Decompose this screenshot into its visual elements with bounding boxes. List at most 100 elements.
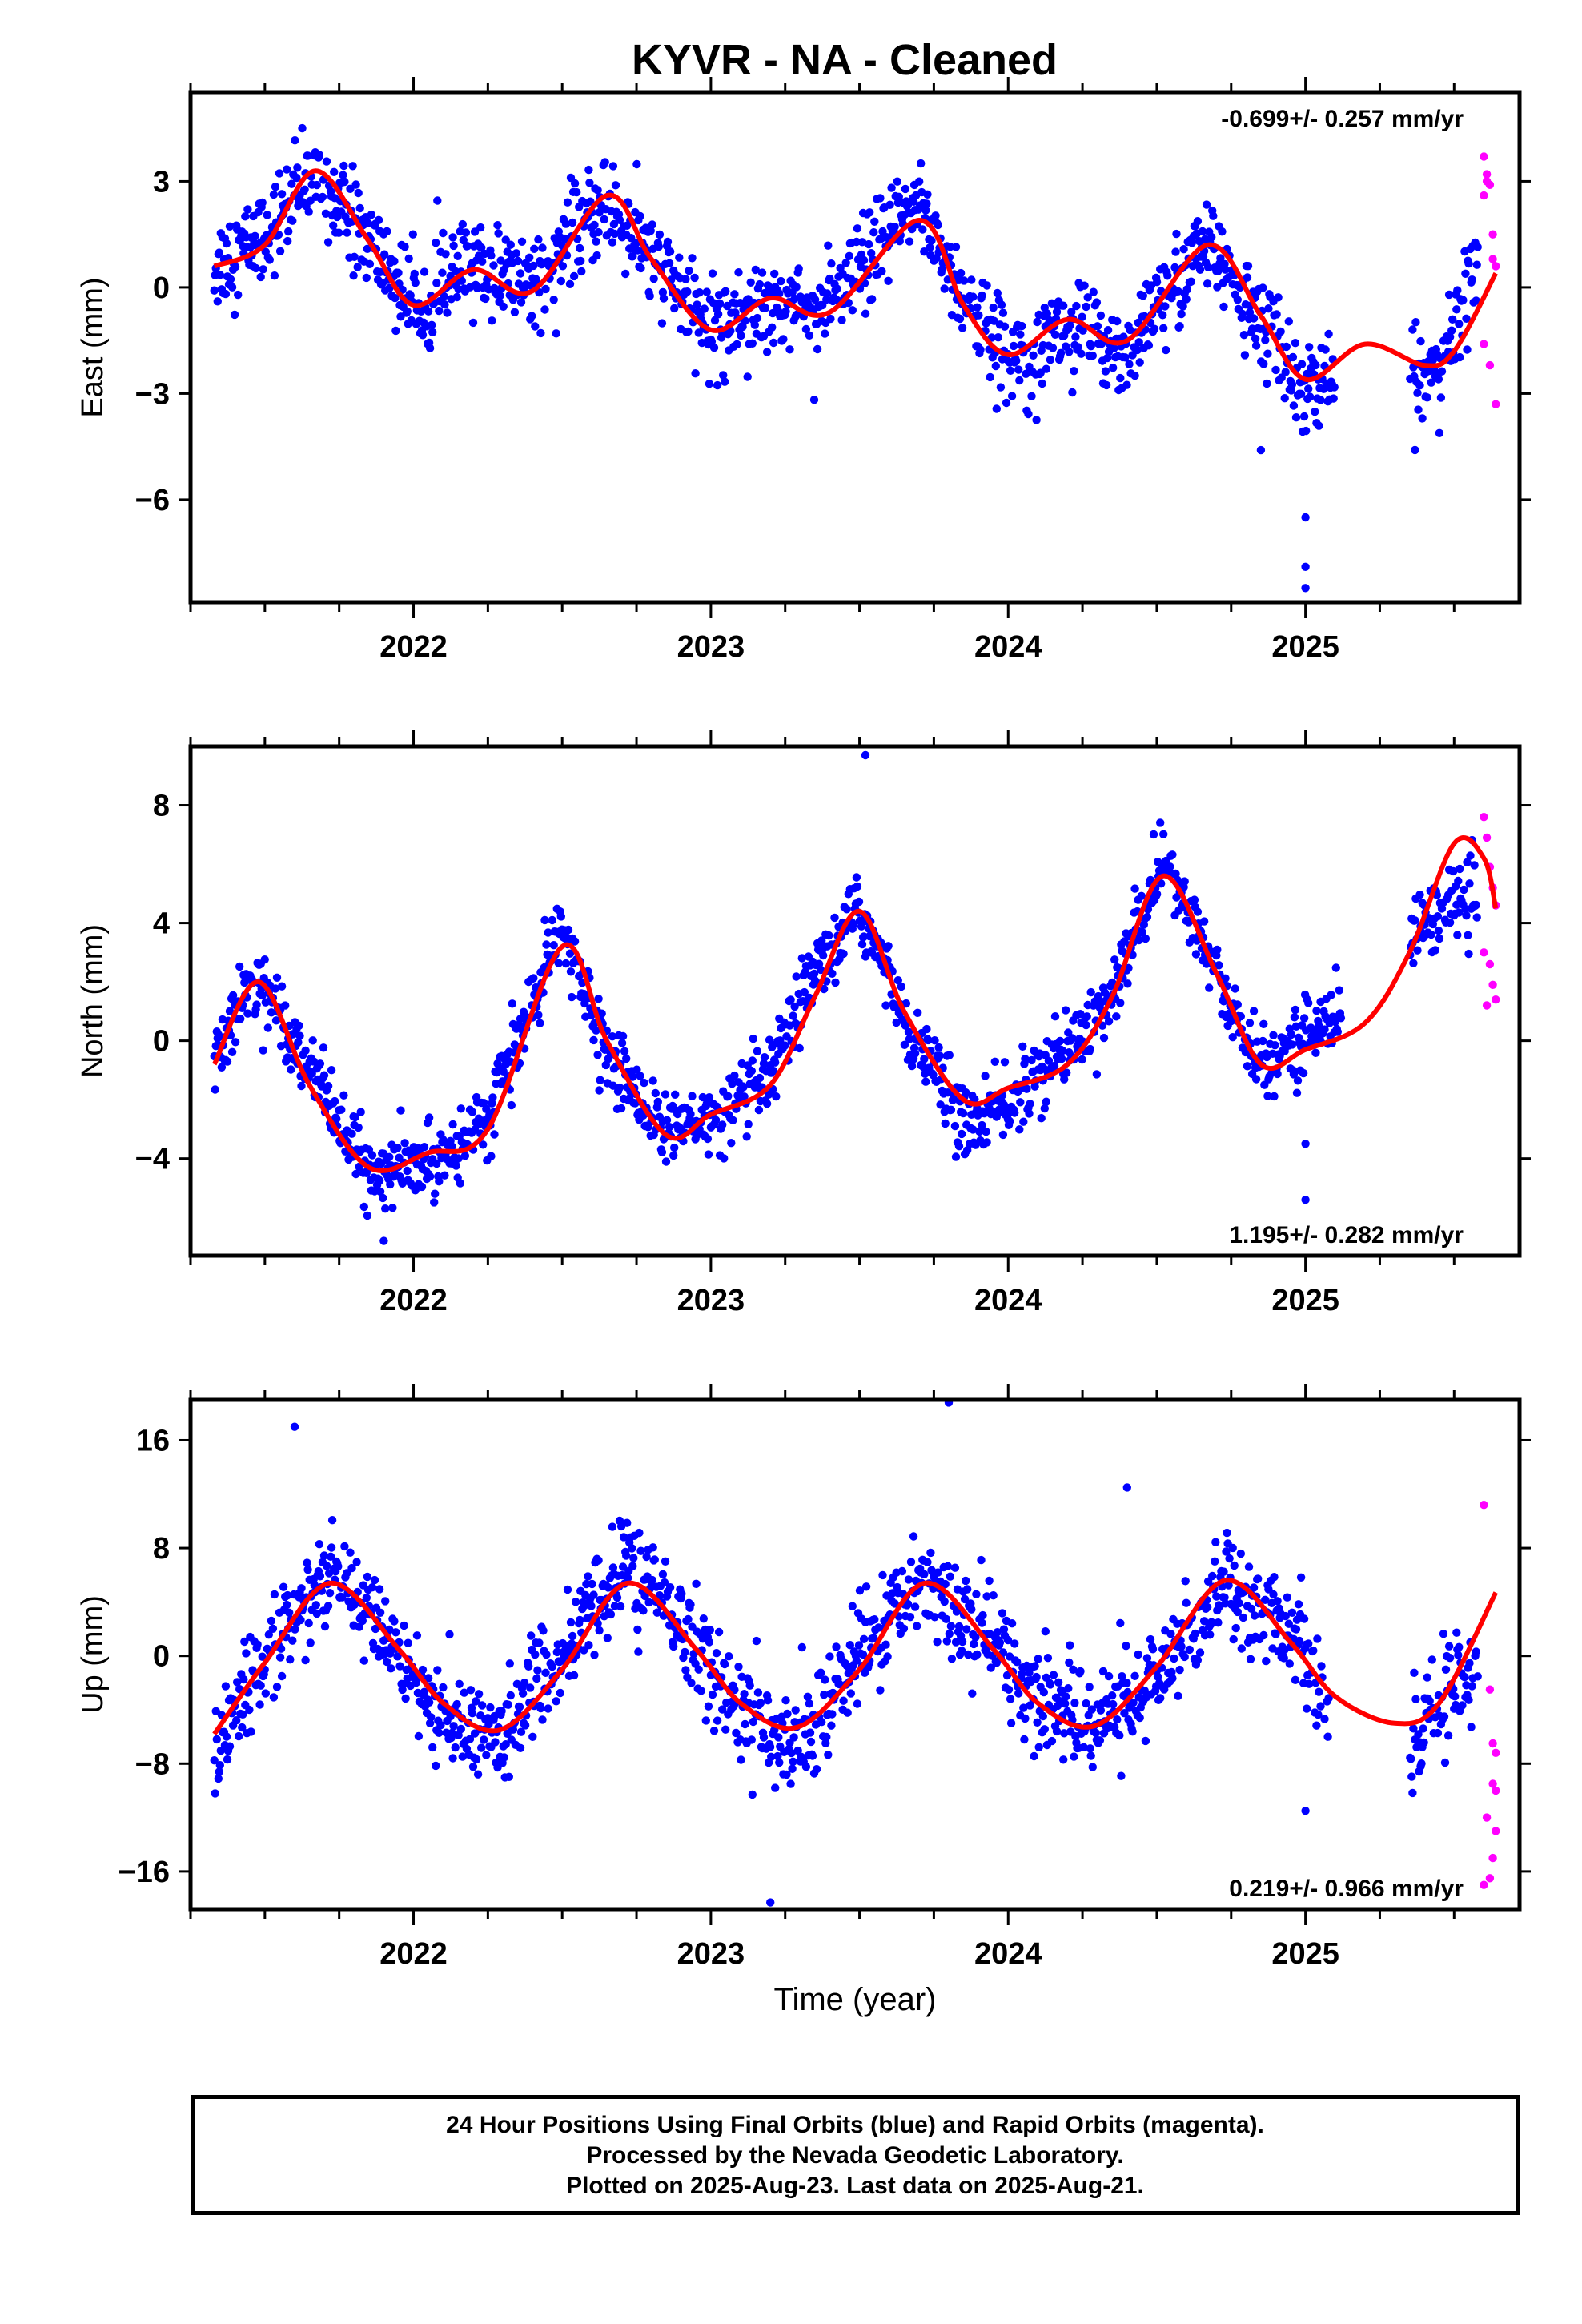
up-final-point <box>506 1691 515 1700</box>
east-final-point <box>865 239 873 249</box>
up-final-point <box>1259 1630 1268 1640</box>
east-final-point <box>794 264 803 273</box>
up-final-point <box>1030 1662 1039 1671</box>
up-final-point <box>466 1686 476 1695</box>
east-final-point <box>861 309 870 318</box>
east-final-point <box>343 228 351 237</box>
up-final-point <box>322 1562 331 1570</box>
east-final-point <box>1271 365 1280 375</box>
footer-line-3: Plotted on 2025-Aug-23. Last data on 202… <box>566 2173 1144 2199</box>
up-final-point <box>1313 1634 1322 1643</box>
east-final-point <box>685 266 693 275</box>
up-final-point <box>1443 1731 1453 1740</box>
east-final-point <box>1468 275 1476 284</box>
north-final-point <box>616 1104 626 1113</box>
east-final-point <box>1048 344 1058 352</box>
up-final-point <box>556 1688 564 1698</box>
up-final-point <box>1249 1583 1259 1592</box>
up-final-point <box>1261 1595 1270 1605</box>
up-final-point <box>712 1649 721 1658</box>
east-final-point <box>1070 367 1078 376</box>
up-final-point <box>327 1516 337 1525</box>
up-final-point <box>1007 1619 1017 1628</box>
east-final-point <box>1416 336 1425 346</box>
up-final-point <box>1087 1705 1097 1714</box>
up-ytick-label: 16 <box>136 1424 170 1458</box>
east-rapid-point <box>1482 170 1492 179</box>
up-final-point <box>267 1616 276 1626</box>
up-final-point <box>1026 1701 1034 1710</box>
north-final-point <box>375 1187 385 1196</box>
east-final-point <box>538 243 547 252</box>
north-final-point <box>1263 1092 1272 1100</box>
up-final-point <box>1122 1642 1130 1651</box>
up-final-point <box>973 1650 982 1659</box>
east-ytick-label: −6 <box>135 484 170 517</box>
north-final-point <box>488 1093 497 1102</box>
up-ytick-label: 0 <box>153 1640 170 1674</box>
north-final-point <box>1409 959 1418 968</box>
east-final-point <box>525 253 534 262</box>
up-final-point <box>235 1731 243 1741</box>
north-final-point <box>669 1151 678 1160</box>
up-final-point <box>1296 1573 1306 1582</box>
up-final-point <box>801 1763 811 1771</box>
north-final-point <box>294 1038 303 1047</box>
east-final-point <box>440 292 448 300</box>
up-final-point <box>852 1656 861 1665</box>
east-final-point <box>322 157 331 166</box>
east-final-point <box>702 287 711 296</box>
up-final-point <box>1199 1617 1209 1626</box>
east-final-point <box>645 292 654 300</box>
east-final-point <box>1002 398 1011 408</box>
north-final-point <box>748 1056 757 1065</box>
north-final-point <box>640 1078 648 1088</box>
up-xtick-label: 2025 <box>1271 1937 1339 1971</box>
east-final-point <box>737 331 745 340</box>
north-final-point <box>1123 979 1132 988</box>
up-final-point <box>412 1678 421 1687</box>
up-rapid-point <box>1492 1748 1500 1757</box>
north-final-point <box>231 1038 240 1047</box>
east-final-point <box>453 251 462 260</box>
north-final-point <box>417 1182 427 1192</box>
north-final-point <box>272 973 282 983</box>
north-ytick-label: 4 <box>153 907 170 941</box>
up-final-point <box>1291 1675 1300 1684</box>
east-final-point <box>410 269 419 279</box>
north-final-point <box>615 1083 624 1092</box>
north-final-point <box>1152 890 1162 899</box>
north-final-point <box>356 1108 365 1116</box>
up-final-point <box>789 1757 797 1766</box>
north-final-point <box>982 1138 991 1147</box>
east-final-point <box>777 276 785 286</box>
up-final-point <box>957 1647 966 1655</box>
east-final-point <box>1434 375 1443 384</box>
east-final-point <box>1452 305 1461 314</box>
up-final-point <box>210 1756 219 1765</box>
east-final-point <box>1162 345 1170 355</box>
up-final-point <box>1317 1662 1326 1671</box>
east-final-point <box>394 268 403 277</box>
up-final-point <box>1115 1731 1124 1740</box>
east-final-point <box>565 279 575 288</box>
east-final-point <box>270 271 279 280</box>
up-final-point <box>1148 1645 1158 1654</box>
east-final-point <box>1027 392 1036 400</box>
up-model-fit-line <box>212 1578 1498 1736</box>
up-final-point <box>325 1589 335 1598</box>
east-final-point <box>1473 243 1482 251</box>
up-final-point <box>904 1575 913 1584</box>
north-final-point <box>295 1031 304 1040</box>
east-final-point <box>994 333 1003 342</box>
north-xtick-label: 2023 <box>677 1284 745 1317</box>
north-final-point <box>295 1021 303 1031</box>
up-final-point <box>765 1743 775 1751</box>
up-final-point <box>566 1618 576 1627</box>
north-final-point <box>1292 1088 1302 1097</box>
up-final-point <box>588 1579 596 1589</box>
east-final-point <box>516 298 526 307</box>
up-final-point <box>942 1614 951 1624</box>
east-final-point <box>256 272 265 282</box>
east-final-point <box>234 290 243 300</box>
